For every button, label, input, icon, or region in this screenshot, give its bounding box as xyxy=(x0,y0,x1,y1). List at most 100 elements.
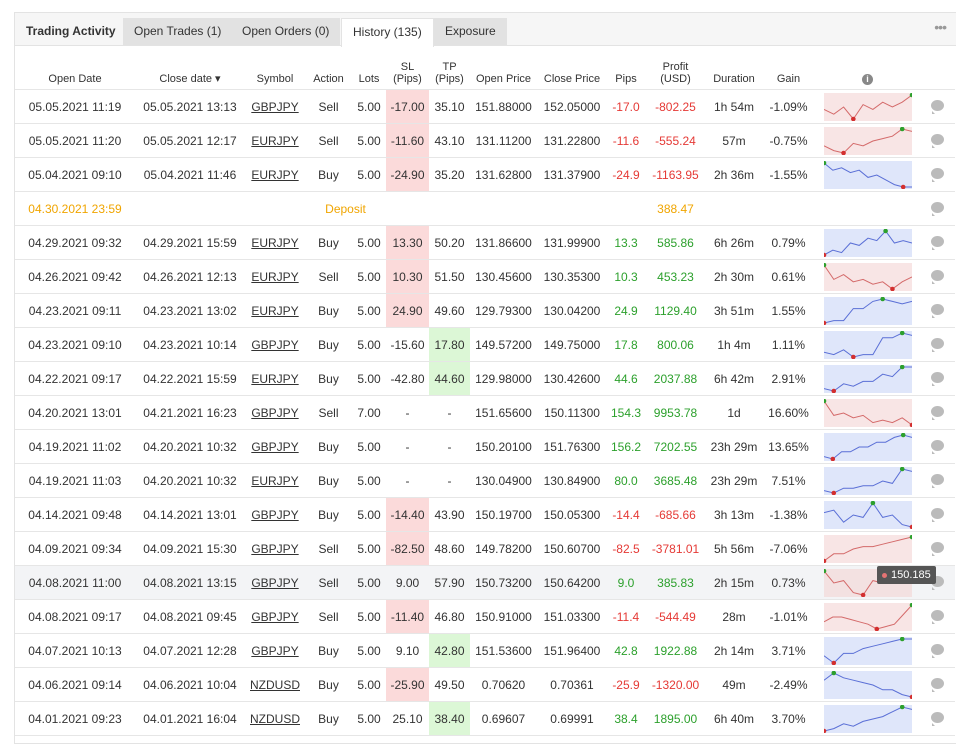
profit: 585.86 xyxy=(645,225,706,260)
header-sl[interactable]: SL (Pips) xyxy=(386,46,429,90)
header-duration[interactable]: Duration xyxy=(706,46,762,90)
tab-exposure[interactable]: Exposure xyxy=(434,18,507,45)
table-row[interactable]: 05.05.2021 11:20 05.05.2021 12:17 EURJPY Se… xyxy=(15,123,955,158)
symbol-link[interactable]: GBPJPY xyxy=(245,429,305,464)
comment-icon[interactable] xyxy=(931,609,944,624)
header-profit[interactable]: Profit (USD) xyxy=(645,46,706,90)
table-row[interactable]: 04.09.2021 09:34 04.09.2021 15:30 GBPJPY Se… xyxy=(15,531,955,566)
chart-cell[interactable] xyxy=(815,599,920,634)
chart-cell[interactable] xyxy=(815,667,920,702)
comment-icon[interactable] xyxy=(931,167,944,182)
symbol-link[interactable]: EURJPY xyxy=(245,259,305,294)
header-symbol[interactable]: Symbol xyxy=(245,46,305,90)
symbol-link[interactable]: NZDUSD xyxy=(245,701,305,736)
table-row[interactable]: 04.23.2021 09:10 04.23.2021 10:14 GBPJPY Bu… xyxy=(15,327,955,362)
symbol-link[interactable]: EURJPY xyxy=(245,361,305,396)
comment-icon[interactable] xyxy=(931,337,944,352)
symbol-link[interactable]: GBPJPY xyxy=(245,531,305,566)
symbol-link[interactable]: GBPJPY xyxy=(245,633,305,668)
symbol-link[interactable]: GBPJPY xyxy=(245,89,305,124)
tab-history[interactable]: History (135) xyxy=(341,18,434,47)
table-row[interactable]: 05.05.2021 11:19 05.05.2021 13:13 GBPJPY Se… xyxy=(15,89,955,124)
chart-cell[interactable] xyxy=(815,463,920,498)
comment-icon[interactable] xyxy=(931,643,944,658)
chart-cell[interactable] xyxy=(815,327,920,362)
comment-icon[interactable] xyxy=(931,473,944,488)
symbol-link[interactable]: GBPJPY xyxy=(245,327,305,362)
comment-icon[interactable] xyxy=(931,541,944,556)
more-options-icon[interactable]: ••• xyxy=(934,19,947,35)
symbol-link[interactable]: EURJPY xyxy=(245,225,305,260)
comment-icon[interactable] xyxy=(931,99,944,114)
table-row[interactable]: 04.19.2021 11:03 04.20.2021 10:32 EURJPY Bu… xyxy=(15,463,955,498)
tab-open-orders[interactable]: Open Orders (0) xyxy=(231,18,341,45)
table-row[interactable]: 04.20.2021 13:01 04.21.2021 16:23 GBPJPY Se… xyxy=(15,395,955,430)
header-open-price[interactable]: Open Price xyxy=(470,46,537,90)
symbol-link[interactable]: EURJPY xyxy=(245,293,305,328)
comment-icon[interactable] xyxy=(931,677,944,692)
chart-cell[interactable] xyxy=(815,633,920,668)
chart-cell[interactable] xyxy=(815,89,920,124)
close-date: 04.29.2021 15:59 xyxy=(135,225,245,260)
table-row[interactable]: 04.22.2021 09:17 04.22.2021 15:59 EURJPY Bu… xyxy=(15,361,955,396)
comment-icon[interactable] xyxy=(931,303,944,318)
header-close-date[interactable]: Close date ▾ xyxy=(135,46,245,90)
chart-cell[interactable] xyxy=(815,123,920,158)
table-row[interactable]: 04.01.2021 09:23 04.01.2021 16:04 NZDUSD Bu… xyxy=(15,701,955,736)
symbol-link[interactable]: GBPJPY xyxy=(245,497,305,532)
close-date: 05.05.2021 12:17 xyxy=(135,123,245,158)
chart-cell[interactable] xyxy=(815,429,920,464)
symbol-link[interactable]: GBPJPY xyxy=(245,395,305,430)
table-row[interactable]: 05.04.2021 09:10 05.04.2021 11:46 EURJPY Bu… xyxy=(15,157,955,192)
header-gain[interactable]: Gain xyxy=(762,46,815,90)
symbol-link[interactable]: NZDUSD xyxy=(245,667,305,702)
symbol-link[interactable]: GBPJPY xyxy=(245,599,305,634)
header-tp[interactable]: TP (Pips) xyxy=(429,46,470,90)
chart-cell[interactable] xyxy=(815,531,920,566)
comment-icon[interactable] xyxy=(931,269,944,284)
deposit-row[interactable]: 04.30.2021 23:59 Deposit 388.47 xyxy=(15,191,955,226)
comment-icon[interactable] xyxy=(931,133,944,148)
table-row[interactable]: 04.08.2021 09:17 04.08.2021 09:45 GBPJPY Se… xyxy=(15,599,955,634)
chart-cell[interactable] xyxy=(815,225,920,260)
symbol-link[interactable]: EURJPY xyxy=(245,157,305,192)
table-row[interactable]: 04.14.2021 09:48 04.14.2021 13:01 GBPJPY Bu… xyxy=(15,497,955,532)
table-row[interactable]: 04.29.2021 09:32 04.29.2021 15:59 EURJPY Bu… xyxy=(15,225,955,260)
comment-icon[interactable] xyxy=(931,711,944,726)
symbol-link[interactable]: EURJPY xyxy=(245,123,305,158)
chart-cell[interactable] xyxy=(815,157,920,192)
header-open-date[interactable]: Open Date xyxy=(15,46,135,90)
comment-icon[interactable] xyxy=(931,439,944,454)
comment-icon[interactable] xyxy=(931,405,944,420)
table-row[interactable]: 04.07.2021 10:13 04.07.2021 12:28 GBPJPY Bu… xyxy=(15,633,955,668)
close-price: 131.99900 xyxy=(537,225,607,260)
sl: -82.50 xyxy=(386,531,429,566)
chart-tooltip: 150.185 xyxy=(877,566,936,584)
header-pips[interactable]: Pips xyxy=(607,46,645,90)
header-action[interactable]: Action xyxy=(305,46,352,90)
chart-cell[interactable] xyxy=(815,259,920,294)
chart-cell[interactable] xyxy=(815,293,920,328)
table-row[interactable]: 04.23.2021 09:11 04.23.2021 13:02 EURJPY Bu… xyxy=(15,293,955,328)
table-row[interactable]: 04.08.2021 11:00 04.08.2021 13:15 GBPJPY Se… xyxy=(15,565,955,600)
comment-icon[interactable] xyxy=(931,201,944,216)
comment-icon[interactable] xyxy=(931,575,944,590)
table-row[interactable]: 04.06.2021 09:14 04.06.2021 10:04 NZDUSD Bu… xyxy=(15,667,955,702)
comment-icon[interactable] xyxy=(931,507,944,522)
info-icon[interactable]: i xyxy=(862,74,873,85)
symbol-link[interactable]: EURJPY xyxy=(245,463,305,498)
chart-cell[interactable] xyxy=(815,361,920,396)
chart-cell[interactable] xyxy=(815,701,920,736)
min-point xyxy=(830,388,836,393)
chart-cell[interactable] xyxy=(815,497,920,532)
symbol-link[interactable]: GBPJPY xyxy=(245,565,305,600)
chart-cell[interactable] xyxy=(815,395,920,430)
header-lots[interactable]: Lots xyxy=(352,46,386,90)
table-row[interactable]: 04.19.2021 11:02 04.20.2021 10:32 GBPJPY Bu… xyxy=(15,429,955,464)
comment-icon[interactable] xyxy=(931,371,944,386)
tab-open-trades[interactable]: Open Trades (1) xyxy=(123,18,233,45)
comment-icon[interactable] xyxy=(931,235,944,250)
max-point xyxy=(909,534,912,539)
table-row[interactable]: 04.26.2021 09:42 04.26.2021 12:13 EURJPY Se… xyxy=(15,259,955,294)
header-close-price[interactable]: Close Price xyxy=(537,46,607,90)
